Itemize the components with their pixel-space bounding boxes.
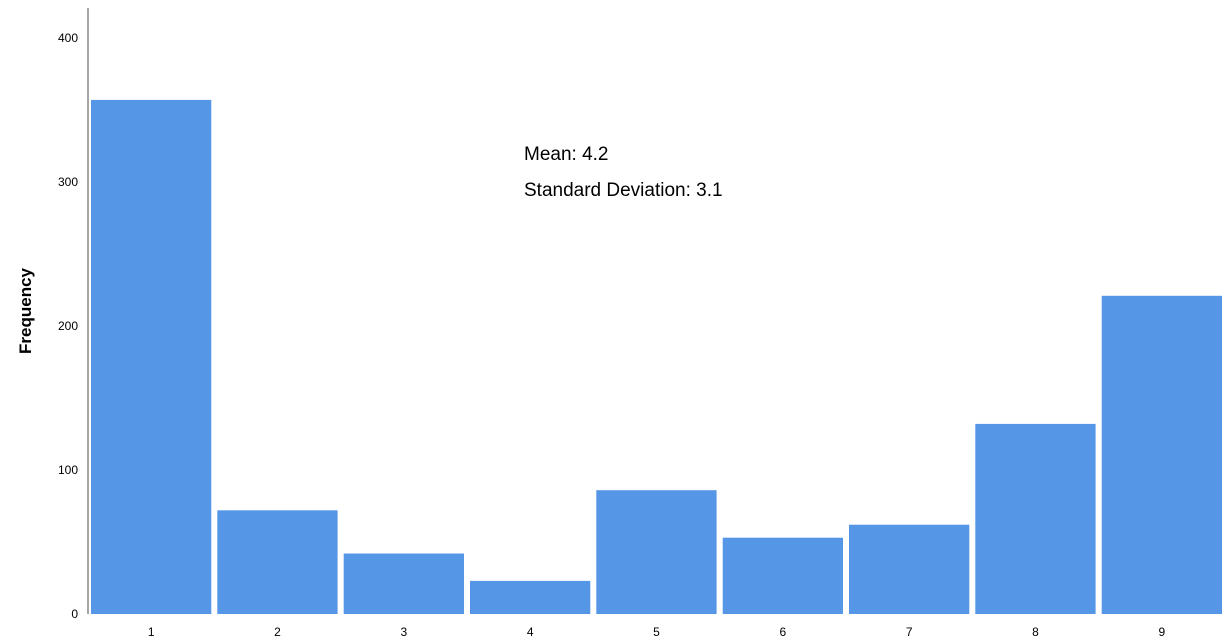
bar-4 [470, 580, 591, 614]
x-tick-label: 3 [400, 625, 407, 639]
y-tick-label: 400 [58, 31, 78, 45]
y-tick-label: 300 [58, 175, 78, 189]
x-tick-label: 8 [1032, 625, 1039, 639]
y-axis-label: Frequency [16, 267, 35, 354]
bar-9 [1101, 295, 1222, 614]
bar-6 [722, 537, 843, 614]
y-tick-label: 100 [58, 463, 78, 477]
x-tick-label: 9 [1158, 625, 1165, 639]
mean-annotation: Mean: 4.2 [524, 144, 609, 165]
std-annotation: Standard Deviation: 3.1 [524, 180, 723, 201]
x-tick-label: 4 [527, 625, 534, 639]
y-axis-ticks: 0 100 200 300 400 [58, 31, 78, 621]
x-axis-ticks: 1 2 3 4 5 6 7 8 9 [148, 625, 1166, 639]
y-tick-label: 0 [71, 607, 78, 621]
x-tick-label: 5 [653, 625, 660, 639]
bar-2 [217, 510, 338, 614]
x-tick-label: 7 [906, 625, 913, 639]
y-tick-label: 200 [58, 319, 78, 333]
bar-3 [343, 553, 464, 614]
bars-group [91, 99, 1222, 614]
bar-7 [849, 524, 970, 614]
bar-5 [596, 490, 717, 614]
x-tick-label: 6 [779, 625, 786, 639]
bar-1 [91, 99, 212, 614]
x-tick-label: 1 [148, 625, 155, 639]
bar-8 [975, 423, 1096, 614]
x-tick-label: 2 [274, 625, 281, 639]
